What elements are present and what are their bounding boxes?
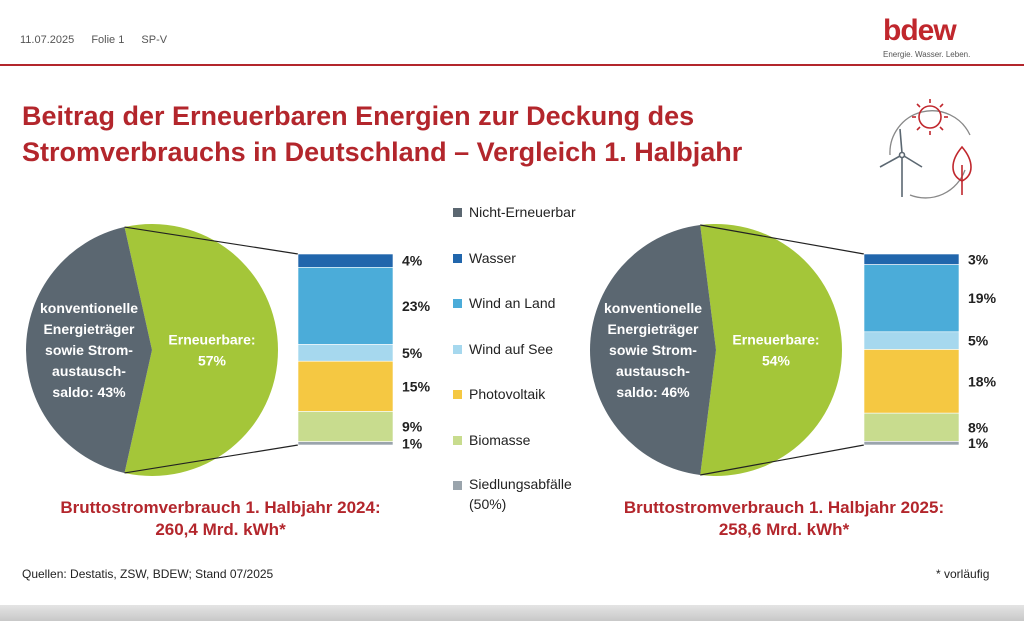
legend-label: Wind auf See (469, 340, 554, 357)
legend-label: Photovoltaik (469, 386, 546, 402)
bar-segment-wind-an-land (297, 267, 394, 345)
title-line-1: Beitrag der Erneuerbaren Energien zur De… (22, 101, 695, 131)
bar-label: 9% (402, 419, 423, 435)
bar-segment-wind-an-land (863, 264, 960, 333)
footnote: * vorläufig (936, 567, 990, 581)
legend-swatch (453, 208, 462, 217)
pie-label-nicht-erneuerbar: sowie Strom- (609, 342, 697, 358)
legend-label: Nicht-Erneuerbar (469, 204, 576, 220)
chart-legend: Nicht-Erneuerbar Wasser Wind an Land Win… (453, 201, 576, 537)
legend-label-extra: (50%) (469, 496, 507, 512)
pie-label-nicht-erneuerbar: saldo: 46% (616, 384, 690, 400)
legend-label: Biomasse (469, 431, 531, 448)
wind-turbine-icon (879, 128, 923, 197)
bar-label: 18% (968, 373, 997, 389)
bar-segment-biomasse (863, 412, 960, 442)
legend-label: Wasser (469, 249, 516, 266)
legend-item-siedlungsabfaelle: Siedlungsabfälle (50%) (453, 474, 576, 514)
legend-swatch (453, 481, 462, 490)
bar-segment-wasser (863, 253, 960, 265)
bar-segment-wind-auf-see (297, 344, 394, 362)
bar-label: 4% (402, 253, 423, 269)
bar-segment-photovoltaik (863, 349, 960, 414)
bar-label: 5% (968, 333, 989, 349)
legend-item-wind-auf-see: Wind auf See (453, 338, 576, 361)
legend-swatch (453, 299, 462, 308)
bar-segment-photovoltaik (297, 360, 394, 412)
source-note: Quellen: Destatis, ZSW, BDEW; Stand 07/2… (22, 567, 274, 581)
bar-label: 1% (968, 435, 989, 451)
subtitle-line: 260,4 Mrd. kWh* (155, 520, 286, 539)
slide-meta: 11.07.2025 Folie 1 SP-V (20, 34, 181, 46)
bar-segment-biomasse (297, 411, 394, 442)
pie-slice-nicht-erneuerbar (589, 224, 716, 476)
pie-label-erneuerbare: 54% (762, 353, 791, 369)
bar-label: 5% (402, 345, 423, 361)
subtitle-line: Bruttostromverbrauch 1. Halbjahr 2024: (60, 498, 381, 517)
slide-date: 11.07.2025 (20, 34, 75, 46)
pie-label-nicht-erneuerbar: Energieträger (607, 321, 699, 337)
bdew-logo: bdew Energie. Wasser. Leben. (883, 14, 993, 60)
legend-label: Siedlungsabfälle (469, 476, 572, 492)
legend-swatch (453, 253, 462, 263)
pie-label-nicht-erneuerbar: konventionelle (40, 300, 138, 316)
bar-label: 19% (968, 290, 997, 306)
legend-item-photovoltaik: Photovoltaik (453, 383, 576, 406)
pie-label-nicht-erneuerbar: saldo: 43% (52, 384, 126, 400)
legend-item-biomasse: Biomasse (453, 429, 576, 452)
chart-subtitle-2024: Bruttostromverbrauch 1. Halbjahr 2024: 2… (18, 497, 423, 541)
bar-label: 3% (968, 251, 989, 267)
pie-label-erneuerbare: 57% (198, 353, 227, 369)
subtitle-line: 258,6 Mrd. kWh* (718, 520, 850, 539)
energy-icon (879, 99, 972, 199)
pie-slice-nicht-erneuerbar (25, 227, 152, 473)
pie-label-nicht-erneuerbar: austausch- (616, 363, 690, 379)
pie-label-nicht-erneuerbar: austausch- (52, 363, 126, 379)
pie-label-erneuerbare: Erneuerbare: (732, 332, 819, 348)
pie-label-nicht-erneuerbar: konventionelle (604, 300, 702, 316)
logo-tagline: Energie. Wasser. Leben. (883, 50, 971, 59)
bar-label: 8% (968, 419, 989, 435)
bar-segment-siedlungsabf-lle (863, 441, 960, 446)
legend-item-nicht-erneuerbar: Nicht-Erneuerbar (453, 201, 576, 224)
pie-label-nicht-erneuerbar: sowie Strom- (45, 342, 133, 358)
pie-slice-erneuerbare (124, 224, 278, 476)
title-line-2: Stromverbrauchs in Deutschland – Verglei… (22, 137, 743, 167)
legend-swatch (453, 344, 462, 354)
logo-word: bdew (883, 14, 957, 47)
bar-label: 23% (402, 298, 431, 314)
slide-code: SP-V (141, 34, 168, 46)
header-rule (0, 64, 1024, 66)
connector-line-top (700, 224, 865, 255)
sun-icon (912, 99, 948, 135)
connector-line-bottom (700, 444, 865, 476)
chart-subtitle-2025: Bruttostromverbrauch 1. Halbjahr 2025: 2… (584, 497, 984, 541)
connector-line-top (124, 226, 299, 255)
leaf-icon (952, 145, 972, 195)
bar-segment-wind-auf-see (863, 331, 960, 350)
slide-title: Beitrag der Erneuerbaren Energien zur De… (22, 98, 842, 170)
bar-segment-wasser (297, 253, 394, 268)
slide-number: Folie 1 (91, 34, 125, 46)
pie-slice-erneuerbare (700, 224, 842, 476)
legend-item-wasser: Wasser (453, 247, 576, 270)
bottom-bar (0, 605, 1024, 621)
legend-item-wind-an-land: Wind an Land (453, 292, 576, 315)
legend-label: Wind an Land (469, 295, 556, 311)
bar-label: 1% (402, 435, 423, 451)
legend-swatch (453, 435, 462, 445)
pie-label-erneuerbare: Erneuerbare: (168, 332, 255, 348)
bar-segment-siedlungsabf-lle (297, 441, 394, 446)
connector-line-bottom (124, 444, 299, 474)
legend-swatch (453, 390, 462, 399)
bar-label: 15% (402, 378, 431, 394)
pie-label-nicht-erneuerbar: Energieträger (43, 321, 135, 337)
subtitle-line: Bruttostromverbrauch 1. Halbjahr 2025: (623, 498, 945, 517)
